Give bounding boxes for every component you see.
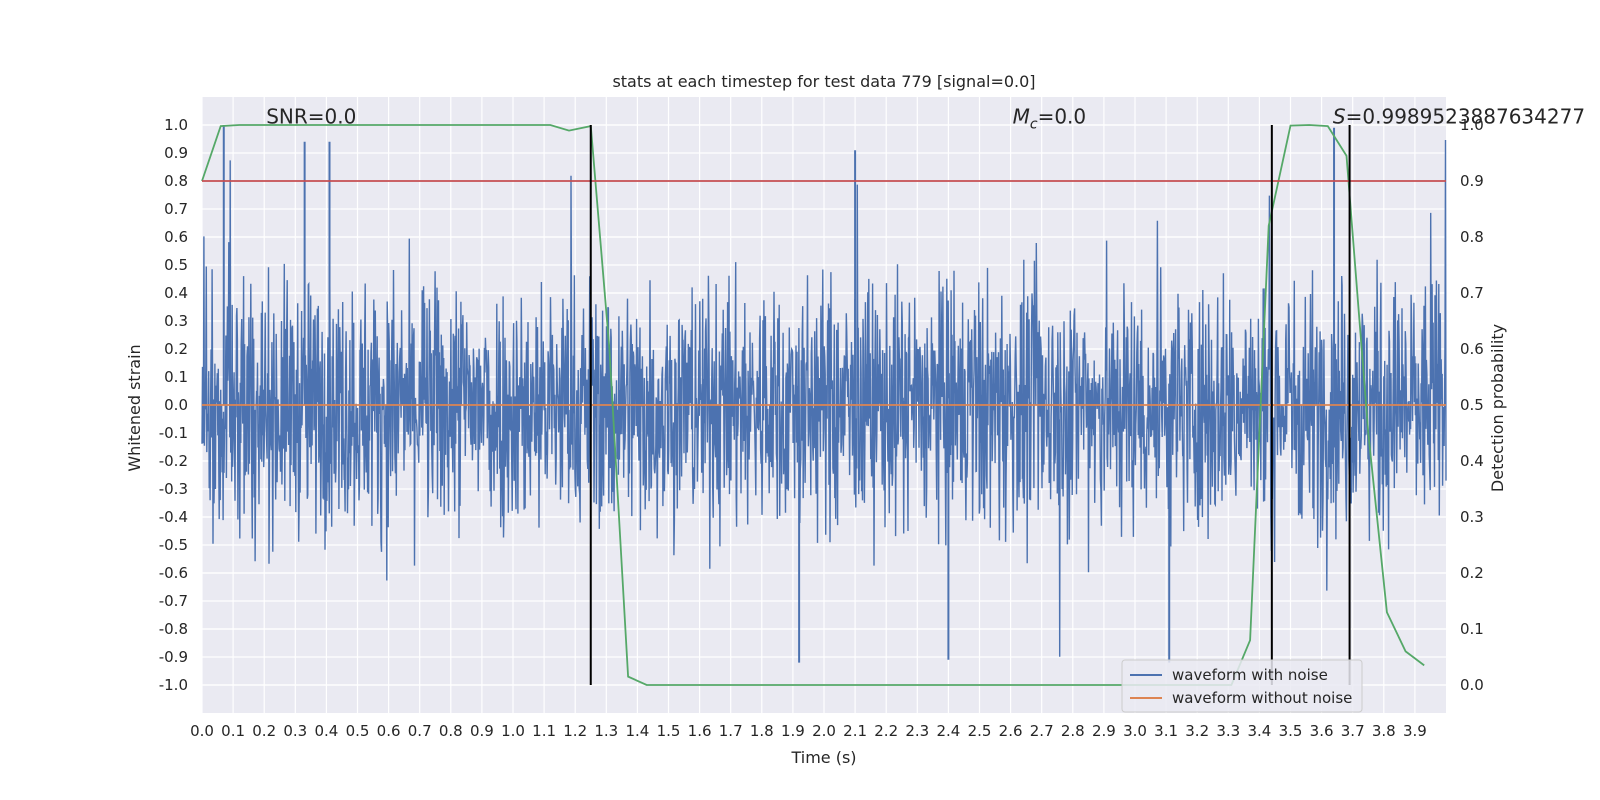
annotation: Mc=0.0 xyxy=(1013,105,1087,133)
legend-label: waveform with noise xyxy=(1172,666,1328,684)
x-tick-label: 1.1 xyxy=(532,722,556,740)
legend-box xyxy=(1121,659,1363,713)
y2-tick-label: 0.7 xyxy=(1460,284,1484,302)
y-axis-label: Whitened strain xyxy=(125,344,144,471)
x-tick-label: 1.4 xyxy=(625,722,649,740)
annotation-symbol: M xyxy=(1013,105,1030,129)
x-tick-labels: 0.0 0.1 0.2 0.3 0.4 0.5 0.6 0.7 0.8 0.9 1.0 1.1 1.2 1… xyxy=(190,722,1427,740)
y-tick-label: -0.4 xyxy=(159,508,188,526)
legend: waveform with noise waveform without nois… xyxy=(1121,659,1363,713)
x-tick-label: 2.0 xyxy=(812,722,836,740)
y2-tick-label: 0.4 xyxy=(1460,452,1484,470)
x-tick-label: 0.3 xyxy=(283,722,307,740)
x-tick-label: 0.8 xyxy=(439,722,463,740)
y-tick-label: -0.5 xyxy=(159,536,188,554)
y-tick-label: -1.0 xyxy=(159,676,188,694)
x-tick-label: 3.4 xyxy=(1247,722,1271,740)
x-tick-label: 2.2 xyxy=(874,722,898,740)
y-tick-label: 0.1 xyxy=(164,368,188,386)
x-tick-label: 1.3 xyxy=(594,722,618,740)
x-tick-label: 2.6 xyxy=(999,722,1023,740)
y2-tick-label: 0.8 xyxy=(1460,228,1484,246)
x-tick-label: 0.0 xyxy=(190,722,214,740)
y2-tick-label: 0.1 xyxy=(1460,620,1484,638)
x-tick-label: 3.3 xyxy=(1216,722,1240,740)
x-tick-label: 2.1 xyxy=(843,722,867,740)
y-tick-label: 0.2 xyxy=(164,340,188,358)
x-tick-label: 1.0 xyxy=(501,722,525,740)
y-tick-label: -0.2 xyxy=(159,452,188,470)
y2-tick-label: 1.0 xyxy=(1460,116,1484,134)
x-tick-label: 0.9 xyxy=(470,722,494,740)
x-tick-label: 3.6 xyxy=(1310,722,1334,740)
y2-tick-label: 0.3 xyxy=(1460,508,1484,526)
x-tick-label: 3.1 xyxy=(1154,722,1178,740)
x-tick-label: 3.5 xyxy=(1279,722,1303,740)
series-waveform-with-noise xyxy=(201,125,1447,663)
annotations: SNR=0.0 Mc=0.0 S=0.9989523887634277 xyxy=(266,105,1585,133)
x-tick-label: 2.8 xyxy=(1061,722,1085,740)
y-tick-label: -0.8 xyxy=(159,620,188,638)
x-tick-label: 0.7 xyxy=(408,722,432,740)
chart-title: stats at each timestep for test data 779… xyxy=(612,72,1035,91)
x-tick-label: 2.5 xyxy=(968,722,992,740)
y2-tick-label: 0.0 xyxy=(1460,676,1484,694)
y-tick-label: 0.6 xyxy=(164,228,188,246)
y-tick-label: -0.7 xyxy=(159,592,188,610)
x-tick-label: 1.9 xyxy=(781,722,805,740)
x-tick-label: 1.5 xyxy=(657,722,681,740)
legend-label: waveform without noise xyxy=(1172,689,1352,707)
x-tick-label: 3.2 xyxy=(1185,722,1209,740)
y2-tick-labels: 1.0 0.9 0.8 0.7 0.6 0.5 0.4 0.3 0.2 0.1 0.0 xyxy=(1460,116,1484,694)
x-tick-label: 1.6 xyxy=(688,722,712,740)
x-tick-label: 3.0 xyxy=(1123,722,1147,740)
x-tick-label: 0.4 xyxy=(314,722,338,740)
y-tick-label: -0.6 xyxy=(159,564,188,582)
annotation-subscript: c xyxy=(1030,117,1038,133)
y-tick-label: -0.9 xyxy=(159,648,188,666)
x-tick-label: 3.8 xyxy=(1372,722,1396,740)
x-tick-label: 0.1 xyxy=(221,722,245,740)
x-tick-label: 0.2 xyxy=(252,722,276,740)
x-tick-label: 0.6 xyxy=(377,722,401,740)
annotation-symbol: S xyxy=(1333,105,1346,129)
y2-tick-label: 0.6 xyxy=(1460,340,1484,358)
y2-axis-label: Detection probability xyxy=(1488,324,1507,492)
waveform-with-noise-line xyxy=(201,139,1447,657)
y-tick-label: 0.3 xyxy=(164,312,188,330)
y2-tick-label: 0.9 xyxy=(1460,172,1484,190)
x-axis-label: Time (s) xyxy=(790,748,856,767)
annotation: SNR=0.0 xyxy=(266,105,356,129)
x-tick-label: 2.3 xyxy=(905,722,929,740)
vertical-markers xyxy=(589,125,1351,685)
x-tick-label: 3.7 xyxy=(1341,722,1365,740)
x-tick-label: 0.5 xyxy=(346,722,370,740)
y2-tick-label: 0.2 xyxy=(1460,564,1484,582)
y2-tick-label: 0.5 xyxy=(1460,396,1484,414)
x-tick-label: 3.9 xyxy=(1403,722,1427,740)
x-tick-label: 1.2 xyxy=(563,722,587,740)
y-tick-label: 0.8 xyxy=(164,172,188,190)
x-tick-label: 1.8 xyxy=(750,722,774,740)
y-tick-label: 0.9 xyxy=(164,144,188,162)
y-tick-label: 0.7 xyxy=(164,200,188,218)
y-tick-label: 1.0 xyxy=(164,116,188,134)
x-tick-label: 1.7 xyxy=(719,722,743,740)
y-tick-label: 0.0 xyxy=(164,396,188,414)
y-tick-label: 0.5 xyxy=(164,256,188,274)
x-tick-label: 2.7 xyxy=(1030,722,1054,740)
annotation: S=0.9989523887634277 xyxy=(1333,105,1585,129)
x-tick-label: 2.9 xyxy=(1092,722,1116,740)
y-tick-label: -0.1 xyxy=(159,424,188,442)
y-tick-label: 0.4 xyxy=(164,284,188,302)
annotation-value: =0.0 xyxy=(1038,105,1087,129)
annotation-value: =0.9989523887634277 xyxy=(1346,105,1585,129)
y-tick-labels: 1.0 0.9 0.8 0.7 0.6 0.5 0.4 0.3 0.2 0.1 0.0 -0.1 -0.… xyxy=(159,116,188,694)
x-tick-label: 2.4 xyxy=(936,722,960,740)
y-tick-label: -0.3 xyxy=(159,480,188,498)
